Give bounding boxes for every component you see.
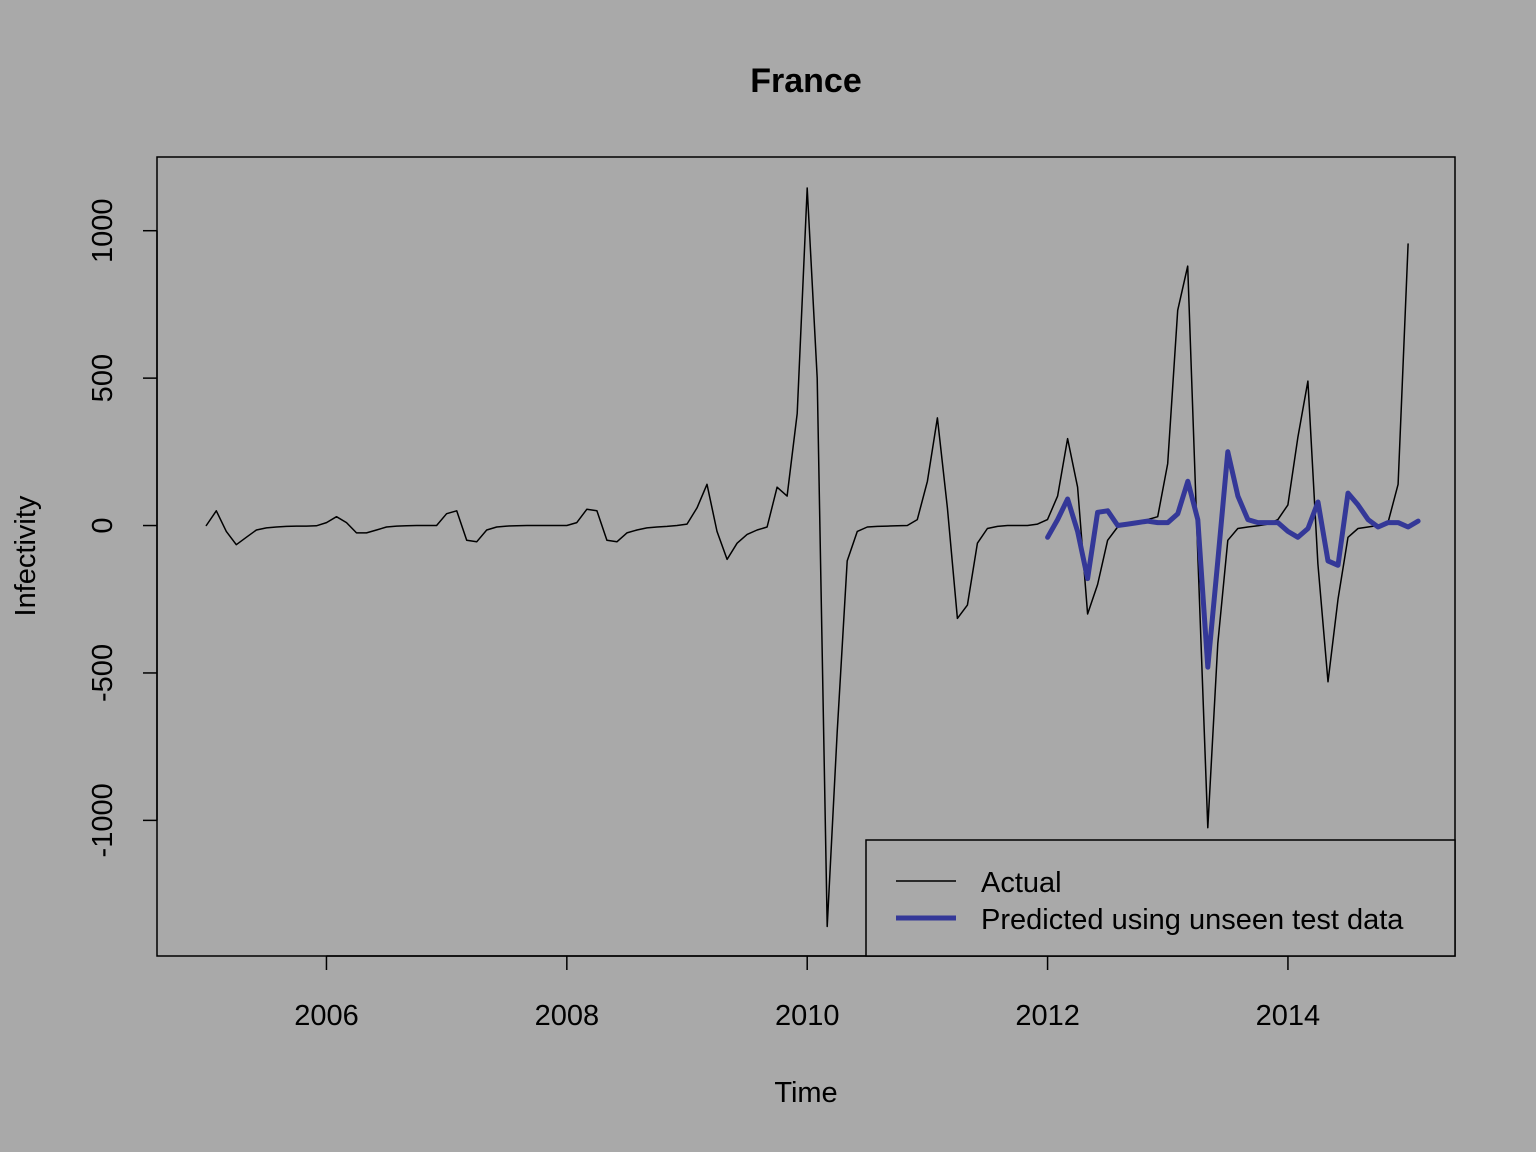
- y-tick-label: -500: [87, 644, 119, 702]
- plot-frame: [156, 156, 1456, 957]
- legend-label-actual: Actual: [981, 867, 1062, 899]
- x-tick-label: 2010: [775, 1000, 840, 1032]
- x-tick-label: 2014: [1256, 1000, 1321, 1032]
- x-tick-label: 2008: [535, 1000, 600, 1032]
- y-tick-label: 0: [87, 517, 119, 533]
- y-axis: -1000 -500 0 500 1000: [87, 198, 158, 857]
- y-tick-label: 1000: [87, 198, 119, 263]
- legend-box: [865, 839, 1456, 957]
- series-line-predicted: [1045, 449, 1421, 670]
- x-tick-label: 2006: [294, 1000, 359, 1032]
- legend-label-predicted: Predicted using unseen test data: [981, 904, 1404, 936]
- y-axis-label: Infectivity: [10, 495, 42, 616]
- y-tick-label: -1000: [87, 783, 119, 857]
- x-axis-label: Time: [774, 1077, 837, 1109]
- chart-title: France: [750, 62, 862, 100]
- series-layer: [205, 187, 1421, 928]
- x-tick-label: 2012: [1015, 1000, 1080, 1032]
- x-axis: 2006 2008 2010 2012 2014: [294, 955, 1321, 1032]
- series-line-actual: [205, 187, 1409, 928]
- legend: Actual Predicted using unseen test data: [865, 839, 1456, 957]
- y-tick-label: 500: [87, 354, 119, 402]
